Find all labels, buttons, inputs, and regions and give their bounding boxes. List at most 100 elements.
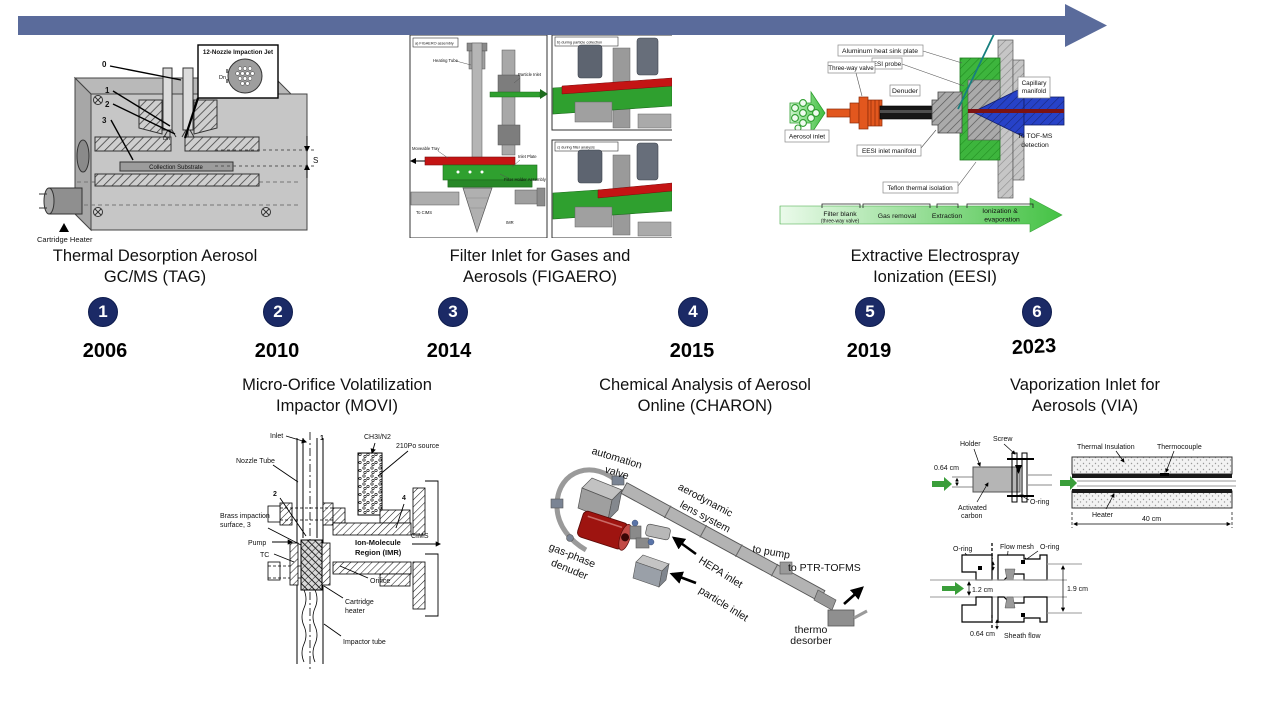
eesi-inlet-train bbox=[789, 31, 1064, 136]
aerosol-arrow-icon bbox=[789, 90, 826, 136]
timeline-arrow bbox=[18, 4, 1107, 47]
eesi-label-capillary-2: manifold bbox=[1022, 88, 1047, 95]
movi-label-imr-1: Ion-Molecule bbox=[355, 538, 401, 547]
movi-diagram: Inlet 1 CH3I/N2 210Po source Nozzle Tube… bbox=[220, 432, 442, 670]
via-label-oring-l: O-ring bbox=[953, 546, 973, 553]
via-label-19cm: 1.9 cm bbox=[1067, 586, 1088, 593]
charon-lens-tube bbox=[620, 482, 826, 602]
movi-label-po: 210Po source bbox=[396, 443, 439, 450]
eesi-label-inlet-manifold: EESI inlet manifold bbox=[862, 148, 916, 155]
charon-label-thermo-2: desorber bbox=[790, 635, 832, 646]
charon-figure: automation valve aerodynamic lens system… bbox=[524, 430, 872, 646]
eesi-label-tof-2: detection bbox=[1021, 142, 1049, 149]
via-caption-line1: Vaporization Inlet for bbox=[1009, 376, 1161, 394]
movi-label-inlet: Inlet bbox=[270, 433, 283, 440]
charon-label-ptr: to PTR-TOFMS bbox=[788, 562, 861, 574]
via-label-screw: Screw bbox=[993, 436, 1013, 443]
figaero-label-moveable-tray: Moveable Tray bbox=[412, 146, 440, 151]
figaero-diagram: a) FIGAERO assembly Heating Tube Particl… bbox=[409, 34, 672, 238]
via-label-40cm: 40 cm bbox=[1142, 516, 1161, 523]
movi-lower-flange bbox=[267, 553, 439, 617]
movi-label-4: 4 bbox=[402, 495, 406, 502]
charon-inlet-cluster bbox=[629, 519, 671, 588]
charon-caption: Chemical Analysis of Aerosol Online (CHA… bbox=[563, 375, 847, 417]
tag-caption-line2: GC/MS (TAG) bbox=[103, 268, 207, 286]
via-label-d064b: 0.64 cm bbox=[970, 631, 995, 638]
figaero-caption: Filter Inlet for Gases and Aerosols (FIG… bbox=[398, 246, 682, 288]
timeline-year-2014: 2014 bbox=[426, 340, 472, 362]
figaero-panel-a-title: a) FIGAERO assembly bbox=[415, 42, 454, 46]
eesi-label-teflon: Teflon thermal isolation bbox=[887, 185, 953, 192]
eesi-stage-1-sub: (three-way valve) bbox=[821, 219, 860, 225]
timeline-node-4-num: 4 bbox=[688, 302, 698, 321]
charon-label-thermo-1: thermo bbox=[795, 624, 828, 636]
figaero-label-inlet-plate: Inlet Plate bbox=[518, 154, 537, 159]
eesi-diagram: Aluminum heat sink plate ESI probe Three… bbox=[779, 31, 1065, 233]
via-label-12cm: 1.2 cm bbox=[972, 587, 993, 594]
figaero-label-imr: IMR bbox=[506, 220, 514, 225]
tag-label-dn: Dn bbox=[163, 136, 170, 142]
figaero-label-to-cims: To CIMS bbox=[416, 210, 432, 215]
movi-upper-flange bbox=[267, 480, 439, 545]
via-caption: Vaporization Inlet for Aerosols (VIA) bbox=[943, 375, 1227, 417]
eesi-caption: Extractive Electrospray Ionization (EESI… bbox=[793, 246, 1077, 288]
via-figure: 0.64 cm Holder Screw O-ring Activated ca… bbox=[920, 426, 1238, 666]
timeline-node-5-num: 5 bbox=[865, 302, 875, 321]
timeline-node-3: 3 bbox=[438, 297, 468, 327]
timeline-node-1: 1 bbox=[88, 297, 118, 327]
tag-inset-title: 12-Nozzle Impaction Jet bbox=[203, 49, 273, 56]
movi-label-brass-2: surface, 3 bbox=[220, 522, 251, 529]
tag-label-cartridge-heater: Cartridge Heater bbox=[37, 235, 93, 244]
movi-po-source bbox=[357, 452, 383, 516]
eesi-caption-line2: Ionization (EESI) bbox=[873, 268, 997, 286]
tag-label-s: S bbox=[313, 156, 318, 165]
timeline-node-5: 5 bbox=[855, 297, 885, 327]
via-label-thermocouple: Thermocouple bbox=[1157, 444, 1202, 451]
eesi-capillary-stack bbox=[959, 39, 1065, 199]
eesi-stage-4a: Ionization & bbox=[982, 208, 1018, 215]
figaero-label-heating-tube: Heating Tube bbox=[433, 58, 459, 63]
timeline-node-6: 6 bbox=[1022, 297, 1052, 327]
figaero-panel-b-title: b) during particle collection bbox=[557, 41, 602, 45]
movi-caption: Micro-Orifice Volatilization Impactor (M… bbox=[195, 375, 479, 417]
via-caption-line2: Aerosols (VIA) bbox=[1031, 397, 1139, 415]
cartridge-heater bbox=[39, 187, 83, 232]
eesi-label-three-way: Three-way valve bbox=[828, 65, 874, 72]
eesi-stage-3: Extraction bbox=[932, 213, 962, 220]
figaero-panel-a: a) FIGAERO assembly Heating Tube Particl… bbox=[409, 34, 548, 238]
tag-caption: Thermal Desorption Aerosol GC/MS (TAG) bbox=[15, 246, 295, 288]
charon-caption-line1: Chemical Analysis of Aerosol bbox=[599, 376, 811, 394]
movi-label-cart-1: Cartridge bbox=[345, 599, 374, 606]
tag-body: Collection Substrate S Dn 0 1 2 3 bbox=[39, 60, 318, 232]
eesi-caption-line1: Extractive Electrospray bbox=[850, 247, 1020, 265]
timeline bbox=[0, 0, 1269, 56]
via-label-thermal: Thermal Insulation bbox=[1077, 444, 1135, 451]
eesi-label-aerosol-inlet: Aerosol inlet bbox=[789, 134, 825, 141]
tag-label-0: 0 bbox=[102, 60, 107, 69]
timeline-node-2-num: 2 bbox=[273, 302, 283, 321]
tag-inset-dn: Dn bbox=[219, 75, 226, 81]
eesi-labels: Aluminum heat sink plate ESI probe Three… bbox=[784, 44, 1053, 194]
tag-inset: 12-Nozzle Impaction Jet Dn bbox=[183, 44, 279, 139]
charon-label-particle: particle inlet bbox=[696, 584, 750, 624]
movi-label-pump: Pump bbox=[248, 540, 266, 547]
charon-caption-line2: Online (CHARON) bbox=[637, 397, 773, 415]
tag-figure: Collection Substrate S Dn 0 1 2 3 12-Noz… bbox=[35, 16, 320, 246]
tag-label-3: 3 bbox=[102, 116, 107, 125]
timeline-node-6-num: 6 bbox=[1032, 302, 1042, 321]
movi-figure: Inlet 1 CH3I/N2 210Po source Nozzle Tube… bbox=[218, 426, 448, 672]
eesi-label-tof-1: To TOF-MS bbox=[1018, 133, 1053, 140]
eesi-stage-2: Gas removal bbox=[878, 213, 917, 220]
esi-probe-line bbox=[957, 31, 996, 110]
charon-denuder bbox=[577, 510, 632, 551]
timeline-node-1-num: 1 bbox=[98, 302, 108, 321]
timeline-arrowhead-icon bbox=[1065, 4, 1107, 47]
timeline-node-4: 4 bbox=[678, 297, 708, 327]
via-label-holder: Holder bbox=[960, 441, 981, 448]
eesi-label-denuder: Denuder bbox=[892, 88, 919, 95]
figaero-caption-line1: Filter Inlet for Gases and bbox=[449, 247, 631, 265]
movi-label-cims: CIMS bbox=[411, 533, 429, 540]
via-label-oring-r: O-ring bbox=[1040, 544, 1060, 551]
via-label-d064: 0.64 cm bbox=[934, 465, 959, 472]
via-label-act-2: carbon bbox=[961, 513, 983, 520]
